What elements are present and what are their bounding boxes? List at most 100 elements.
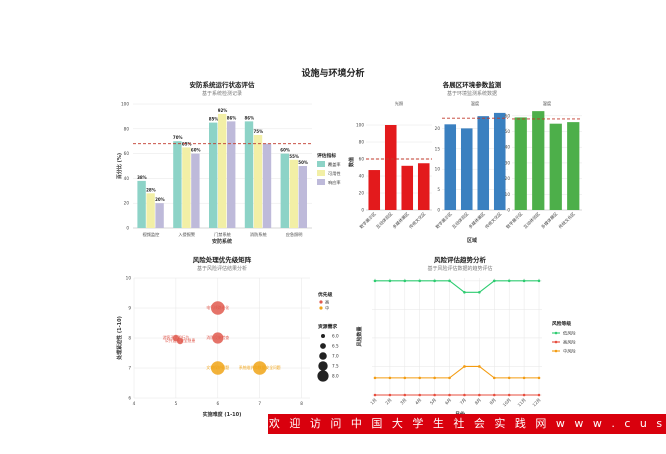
environment-monitor-chart: 各展区环境参数监测基于环境监测系统数据光照020406080100数字展示区互动…: [348, 80, 582, 244]
chart4-xtick: 8月: [474, 397, 483, 406]
chart4-point: [522, 279, 526, 283]
chart2-ytick: 60: [505, 113, 511, 118]
chart3-priority-swatch: [319, 306, 323, 310]
chart4-title: 风险评估趋势分析: [434, 255, 487, 264]
chart3-point-label: 电气线路老化: [206, 305, 229, 310]
chart3-point-label: 系统维护和数据安全问题: [239, 365, 281, 370]
chart4-legend-title: 风险等级: [552, 320, 571, 327]
chart4-point: [448, 376, 451, 380]
chart2-bar: [384, 125, 397, 210]
chart3-ylabel: 处理紧迫性 (1-10): [116, 316, 123, 361]
chart2-ytick: 40: [359, 174, 365, 179]
chart2-ytick: 10: [505, 192, 511, 197]
chart2-bar: [417, 163, 430, 210]
chart4-point: [373, 393, 377, 397]
chart2-ytick: 60: [359, 157, 365, 162]
chart1-data-label: 70%: [173, 135, 183, 140]
chart1-bar: [155, 203, 164, 228]
chart4-point: [403, 279, 407, 283]
chart4-legend-label: 中风险: [563, 348, 576, 355]
chart3-priority-swatch: [319, 300, 323, 304]
chart1-legend-swatch: [317, 179, 325, 185]
chart1-data-label: 85%: [209, 117, 219, 122]
chart4-ylabel: 风险数量: [356, 326, 363, 346]
chart4-point: [507, 279, 511, 283]
chart2-title: 各展区环境参数监测: [442, 80, 502, 89]
chart1-bar: [262, 143, 272, 228]
chart1-bar: [298, 166, 307, 228]
chart4-xtick: 3月: [399, 397, 408, 406]
chart3-size-label: 8.0: [332, 374, 339, 379]
chart3-point: [252, 361, 267, 375]
chart3-title: 风险处理优先级矩阵: [193, 255, 252, 264]
chart1-bar: [191, 153, 200, 228]
chart1-data-label: 38%: [137, 175, 147, 180]
chart3-size-label: 7.5: [332, 364, 339, 369]
chart3-size-swatch: [319, 352, 327, 360]
chart1-data-label: 60%: [280, 148, 290, 153]
chart1-bar: [173, 141, 182, 228]
chart1-subtitle: 基于系统检测记录: [202, 90, 242, 97]
chart2-ytick: 20: [505, 176, 511, 181]
chart2-ytick: 0: [437, 208, 440, 213]
chart1-xtick: 应急照明: [286, 231, 303, 238]
chart3-xlabel: 实施难度 (1-10): [203, 411, 242, 418]
chart1-bar: [289, 159, 298, 228]
chart1-bar: [137, 180, 146, 228]
chart4-series-line: [375, 280, 539, 293]
chart1-ytick: 0: [126, 226, 129, 231]
chart2-bar: [514, 117, 527, 210]
chart1-xtick: 视频监控: [143, 231, 161, 238]
chart2-ytick: 40: [505, 145, 511, 150]
chart4-point: [537, 376, 541, 380]
chart4-point: [492, 279, 496, 283]
chart1-bar: [227, 121, 236, 228]
chart4-legend-label: 低风险: [563, 330, 576, 337]
chart4-point: [478, 393, 481, 397]
chart2-ytick: 10: [435, 167, 441, 172]
chart1-ytick: 80: [124, 126, 130, 131]
chart3-point-label: 公共设施安全隐患: [165, 338, 196, 343]
chart4-point: [492, 393, 496, 397]
chart1-bar: [182, 147, 191, 228]
chart3-size-swatch: [317, 370, 329, 382]
chart1-data-label: 20%: [155, 197, 165, 202]
chart4-point: [388, 376, 392, 380]
chart4-point: [403, 393, 407, 397]
chart3-size-label: 6.0: [332, 334, 339, 339]
chart1-xtick: 入侵报警: [178, 231, 196, 238]
chart4-xtick: 10月: [502, 397, 513, 408]
chart1-title: 安防系统运行状态评估: [190, 80, 256, 89]
chart4-xtick: 7月: [459, 397, 468, 406]
chart1-legend-label: 可用性: [328, 170, 341, 177]
chart4-legend-marker: [554, 340, 558, 344]
chart1-xtick: 消防系统: [250, 231, 267, 238]
chart2-ytick: 30: [505, 160, 511, 165]
chart4-xtick: 2月: [384, 397, 393, 406]
chart3-size-swatch: [321, 334, 325, 338]
chart4-xtick: 11月: [517, 397, 528, 408]
chart4-xtick: 1月: [369, 397, 378, 406]
chart3-ytick: 6: [128, 396, 131, 401]
site-banner: 欢 迎 访 问 中 国 大 学 生 社 会 实 践 网 w w w . c u …: [268, 414, 666, 450]
chart2-bar: [444, 124, 457, 210]
chart3-xtick: 8: [300, 401, 303, 406]
chart1-bar: [280, 153, 289, 228]
chart4-point: [537, 393, 541, 397]
chart1-data-label: 28%: [146, 187, 156, 192]
chart1-data-label: 86%: [227, 115, 237, 120]
chart2-ytick: 50: [505, 129, 511, 134]
chart2-ytick: 20: [359, 191, 365, 196]
chart2-bar: [567, 122, 580, 210]
chart1-data-label: 92%: [218, 108, 228, 113]
chart3-point: [212, 332, 224, 344]
chart3-ytick: 10: [126, 276, 132, 281]
chart1-ytick: 20: [124, 201, 130, 206]
chart1-bar: [244, 121, 254, 228]
chart1-legend-label: 响应率: [328, 179, 341, 186]
chart3-point-label: 游客不文明行为: [163, 335, 190, 340]
chart3-point-label: 消防设施检查: [206, 335, 229, 340]
chart3-point: [211, 361, 225, 375]
chart2-ytick: 100: [356, 123, 364, 128]
